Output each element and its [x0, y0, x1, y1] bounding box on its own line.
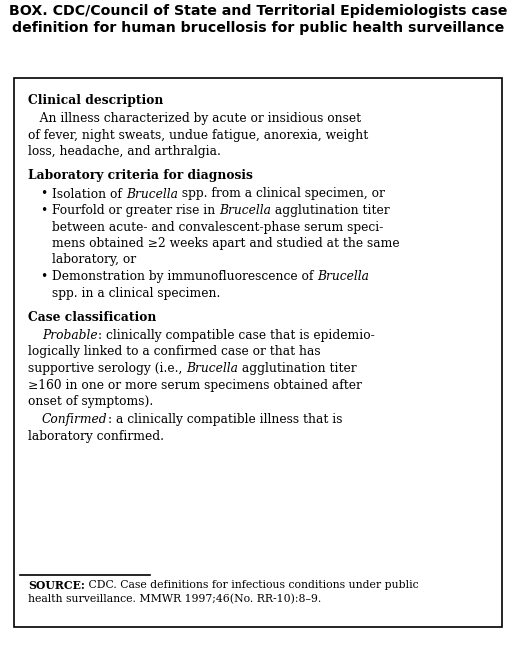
- Text: health surveillance. MMWR 1997;46(No. RR-10):8–9.: health surveillance. MMWR 1997;46(No. RR…: [28, 594, 321, 604]
- Text: between acute- and convalescent-phase serum speci-: between acute- and convalescent-phase se…: [52, 221, 383, 233]
- Text: Laboratory criteria for diagnosis: Laboratory criteria for diagnosis: [28, 170, 253, 182]
- Text: spp. from a clinical specimen, or: spp. from a clinical specimen, or: [178, 188, 384, 200]
- Text: •: •: [40, 204, 47, 217]
- Text: Clinical description: Clinical description: [28, 94, 164, 107]
- Text: •: •: [40, 188, 47, 200]
- Text: ≥160 in one or more serum specimens obtained after: ≥160 in one or more serum specimens obta…: [28, 379, 362, 391]
- Text: mens obtained ≥2 weeks apart and studied at the same: mens obtained ≥2 weeks apart and studied…: [52, 237, 399, 250]
- Text: loss, headache, and arthralgia.: loss, headache, and arthralgia.: [28, 145, 221, 158]
- Text: of fever, night sweats, undue fatigue, anorexia, weight: of fever, night sweats, undue fatigue, a…: [28, 129, 368, 141]
- Bar: [14, 78, 502, 627]
- Text: logically linked to a confirmed case or that has: logically linked to a confirmed case or …: [28, 345, 320, 359]
- Text: Confirmed: Confirmed: [42, 414, 108, 426]
- Text: •: •: [40, 270, 47, 283]
- Text: Isolation of: Isolation of: [52, 188, 126, 200]
- Text: Case classification: Case classification: [28, 311, 156, 324]
- Text: supportive serology (i.e.,: supportive serology (i.e.,: [28, 362, 186, 375]
- Text: : clinically compatible case that is epidemio-: : clinically compatible case that is epi…: [98, 329, 375, 342]
- Text: Brucella: Brucella: [126, 188, 178, 200]
- Text: agglutination titer: agglutination titer: [238, 362, 357, 375]
- Text: laboratory, or: laboratory, or: [52, 253, 136, 267]
- Text: Brucella: Brucella: [186, 362, 238, 375]
- Text: SOURCE:: SOURCE:: [28, 580, 85, 591]
- Text: Brucella: Brucella: [219, 204, 271, 217]
- Text: Fourfold or greater rise in: Fourfold or greater rise in: [52, 204, 219, 217]
- Text: An illness characterized by acute or insidious onset: An illness characterized by acute or ins…: [28, 112, 361, 125]
- Text: onset of symptoms).: onset of symptoms).: [28, 395, 153, 408]
- Text: laboratory confirmed.: laboratory confirmed.: [28, 430, 164, 443]
- Text: Probable: Probable: [42, 329, 98, 342]
- Text: BOX. CDC/Council of State and Territorial Epidemiologists case
definition for hu: BOX. CDC/Council of State and Territoria…: [9, 4, 507, 35]
- Text: : a clinically compatible illness that is: : a clinically compatible illness that i…: [108, 414, 342, 426]
- Text: agglutination titer: agglutination titer: [271, 204, 390, 217]
- Text: CDC. Case definitions for infectious conditions under public: CDC. Case definitions for infectious con…: [85, 580, 418, 590]
- Text: Brucella: Brucella: [317, 270, 369, 283]
- Text: spp. in a clinical specimen.: spp. in a clinical specimen.: [52, 286, 220, 300]
- Text: Demonstration by immunofluorescence of: Demonstration by immunofluorescence of: [52, 270, 317, 283]
